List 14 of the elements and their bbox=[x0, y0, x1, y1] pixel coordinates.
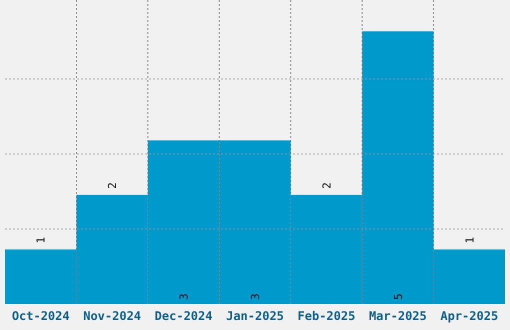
data-label: 2 bbox=[106, 182, 120, 189]
data-label: 3 bbox=[178, 293, 191, 300]
x-tick-label: Feb-2025 bbox=[298, 309, 356, 323]
data-label: 3 bbox=[249, 293, 262, 300]
data-label: 1 bbox=[34, 236, 48, 244]
x-tick-label: Jan-2025 bbox=[226, 309, 284, 323]
x-tick-label: Oct-2024 bbox=[12, 309, 70, 323]
x-tick-label: Nov-2024 bbox=[83, 309, 142, 323]
data-label: 2 bbox=[320, 182, 334, 189]
x-tick-label: Dec-2024 bbox=[154, 309, 212, 323]
x-tick-label: Apr-2025 bbox=[440, 309, 498, 323]
data-label: 1 bbox=[463, 236, 476, 244]
x-tick-label: Mar-2025 bbox=[368, 309, 427, 323]
data-label: 5 bbox=[392, 293, 405, 300]
